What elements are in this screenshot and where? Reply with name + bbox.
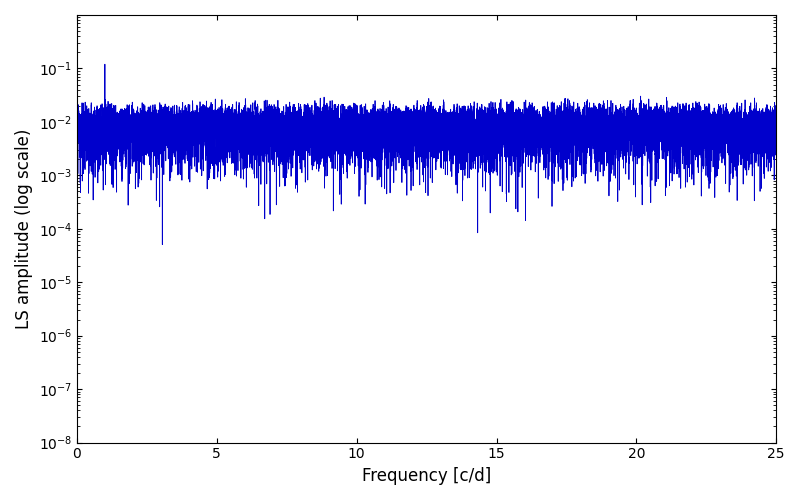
X-axis label: Frequency [c/d]: Frequency [c/d] — [362, 467, 491, 485]
Y-axis label: LS amplitude (log scale): LS amplitude (log scale) — [15, 128, 33, 329]
